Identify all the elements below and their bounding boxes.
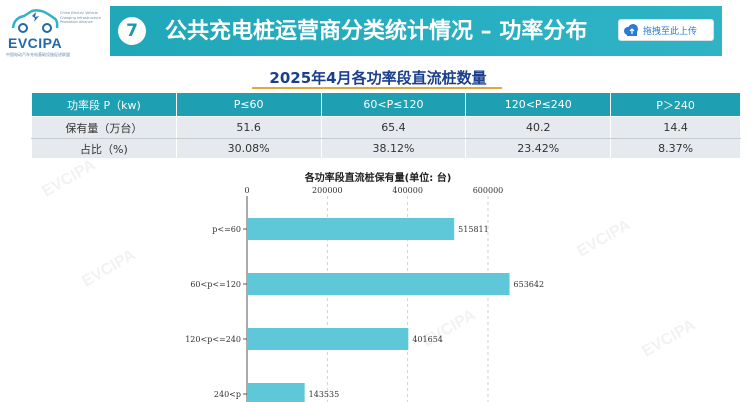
x-tick-label: 0: [244, 186, 249, 195]
table-cell: 30.08%: [175, 138, 322, 159]
bar: [247, 218, 455, 240]
table-subtitle: 2025年4月各功率段直流桩数量: [269, 69, 487, 87]
power-segment-table: 功率段 P（kw) P≤60 60<P≤120 120<P≤240 P＞240 …: [31, 92, 741, 159]
upload-button[interactable]: 拖拽至此上传: [618, 19, 714, 41]
subtitle-underline: [252, 87, 502, 89]
table-row: 保有量（万台） 51.6 65.4 40.2 14.4: [31, 116, 741, 139]
table-header-cell: 120<P≤240: [465, 92, 612, 117]
table-cell: 51.6: [175, 116, 322, 139]
upload-button-label: 拖拽至此上传: [643, 26, 698, 37]
chart-title: 各功率段直流桩保有量(单位: 台): [304, 173, 452, 184]
cloud-upload-icon: [624, 24, 638, 36]
table-header-cell: 功率段 P（kw): [31, 92, 177, 117]
logo-english-name: China Electric Vehicle Charging Infrastr…: [60, 11, 101, 24]
table-header-cell: P≤60: [175, 92, 322, 117]
evcipa-logo: China Electric Vehicle Charging Infrastr…: [6, 6, 102, 64]
table-cell: 占比（%): [31, 138, 177, 159]
x-tick-label: 600000: [473, 186, 504, 195]
logo-wordmark: EVCIPA: [8, 35, 63, 51]
car-logo-icon: [11, 9, 59, 33]
logo-chinese-name: 中国电动汽车充电基础设施促进联盟: [6, 52, 70, 57]
table-cell: 8.37%: [610, 138, 741, 159]
bar-data-label: 143535: [309, 390, 340, 399]
x-tick-label: 400000: [392, 186, 423, 195]
table-cell: 40.2: [465, 116, 612, 139]
category-label: p<=60: [212, 225, 241, 234]
category-label: 240<p: [214, 390, 241, 399]
bar: [247, 328, 409, 350]
bar-data-label: 653642: [514, 280, 545, 289]
table-row: 占比（%) 30.08% 38.12% 23.42% 8.37%: [31, 138, 741, 159]
table-cell: 23.42%: [465, 138, 612, 159]
section-number-badge: 7: [118, 17, 146, 45]
table-header-row: 功率段 P（kw) P≤60 60<P≤120 120<P≤240 P＞240: [31, 92, 741, 117]
page-title: 公共充电桩运营商分类统计情况 – 功率分布: [165, 19, 588, 44]
bar: [247, 383, 305, 402]
bar: [247, 273, 510, 295]
bar-data-label: 515811: [458, 225, 489, 234]
table-cell: 保有量（万台）: [31, 116, 177, 139]
x-tick-label: 200000: [312, 186, 343, 195]
bar-data-label: 401654: [412, 335, 443, 344]
category-label: 60<p<=120: [190, 280, 241, 289]
category-label: 120<p<=240: [185, 335, 241, 344]
table-header-cell: P＞240: [610, 92, 741, 117]
